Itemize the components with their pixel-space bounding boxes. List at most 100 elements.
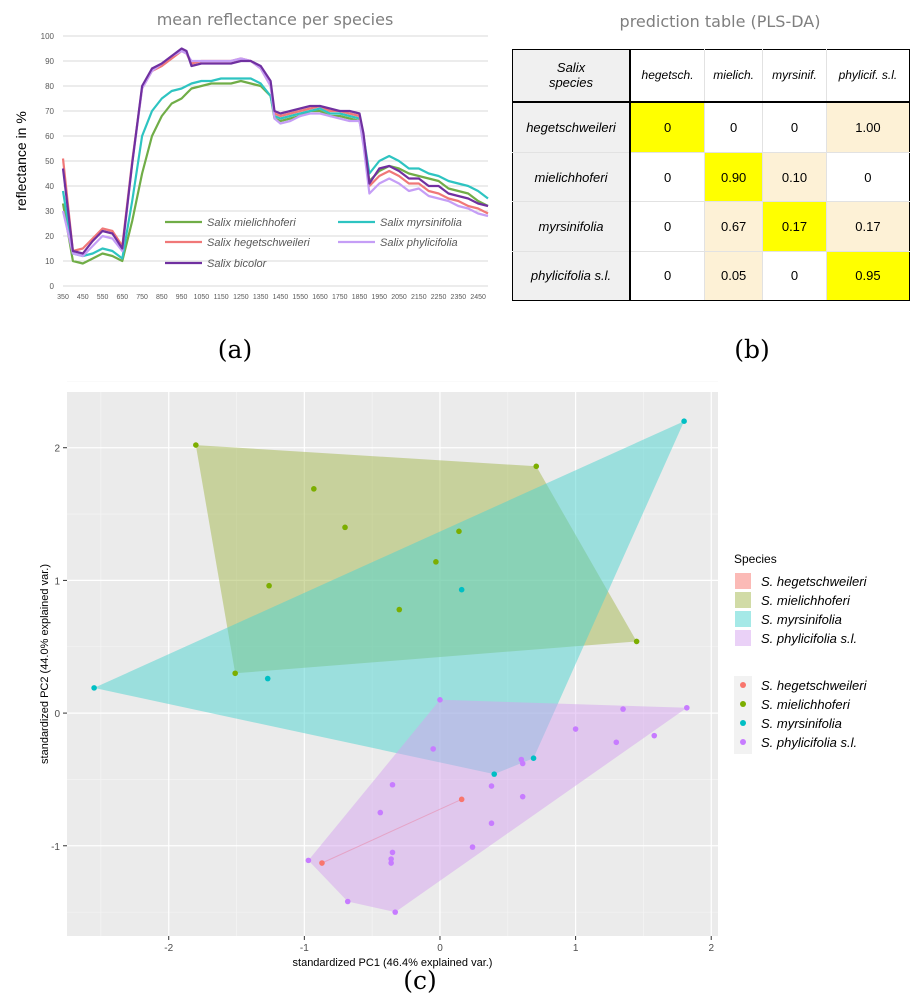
table-cell: 0 — [704, 101, 764, 153]
table-cell: 1.00 — [825, 101, 911, 153]
column-header: hegetsch. — [629, 49, 706, 103]
x-tick-label: 950 — [176, 294, 188, 301]
x-tick-label: 850 — [156, 294, 168, 301]
legend-label: Salix hegetschweileri — [207, 237, 310, 249]
reflectance-line-chart: 0 10 20 30 40 50 60 70 80 90 100 350 450 550 650 750 850… — [13, 32, 489, 301]
table-cell: 0.05 — [704, 250, 764, 302]
table-cell: 0.17 — [762, 201, 827, 252]
data-point — [266, 582, 272, 589]
y-tick-label: 50 — [45, 157, 54, 166]
y-tick-label: 10 — [45, 257, 54, 266]
data-point — [342, 524, 348, 531]
y-axis-label: standardized PC2 (44.0% explained var.) — [39, 564, 51, 764]
legend-label: S. myrsinifolia — [761, 716, 842, 731]
data-point — [488, 820, 495, 827]
data-point — [377, 809, 384, 816]
x-tick-label: 750 — [136, 294, 148, 301]
legend-label: S. myrsinifolia — [761, 612, 842, 627]
data-point — [620, 706, 626, 712]
y-tick-label: 1 — [54, 576, 60, 587]
data-point — [458, 586, 465, 593]
x-tick-label: 350 — [57, 294, 69, 301]
hull-polygon — [94, 421, 685, 775]
legend-fill-swatch — [735, 573, 751, 589]
x-tick-label: 1150 — [214, 294, 229, 301]
data-point — [491, 771, 498, 777]
y-axis-label: reflectance in % — [13, 111, 29, 211]
table-cell: 0.90 — [704, 151, 764, 203]
x-tick-label: 2050 — [391, 294, 407, 301]
data-point — [389, 849, 396, 856]
legend-label: S. phylicifolia s.l. — [761, 631, 857, 646]
table-cell: 0.67 — [704, 201, 764, 252]
table-cell: 0 — [762, 101, 827, 153]
legend-label: S. hegetschweileri — [761, 574, 868, 589]
x-tick-label: 2450 — [470, 294, 486, 301]
legend-point-swatch — [740, 739, 746, 745]
table-cell: 0 — [825, 151, 911, 203]
panel-label-b: (b) — [734, 335, 770, 364]
y-tick-label: 20 — [45, 232, 54, 241]
data-point — [651, 732, 658, 739]
corner-line2: species — [548, 75, 594, 91]
x-tick-label: 1850 — [352, 294, 368, 301]
legend-title: Species — [734, 552, 777, 566]
y-tick-label: 90 — [45, 57, 54, 66]
table-cell: 0.17 — [825, 201, 911, 252]
prediction-table: Salix species hegetsch. mielich. myrsini… — [512, 49, 911, 302]
data-point — [193, 442, 199, 448]
row-header: myrsinifolia — [512, 201, 631, 252]
data-point — [533, 463, 540, 470]
table-cell: 0 — [762, 250, 827, 302]
x-tick-label: 2350 — [451, 294, 467, 301]
data-point — [633, 638, 640, 645]
data-point — [319, 860, 325, 866]
data-point — [572, 726, 579, 732]
legend-label: Salix bicolor — [207, 258, 268, 270]
x-tick-label: 1250 — [233, 294, 249, 301]
table-cell: 0 — [629, 151, 706, 203]
legend-fill-swatch — [735, 592, 751, 608]
column-header: mielich. — [704, 49, 764, 103]
column-header: phylicif. s.l. — [825, 49, 911, 103]
x-tick-label: 2250 — [431, 294, 447, 301]
x-axis-label: standardized PC1 (46.4% explained var.) — [293, 957, 493, 969]
legend-fill-swatch — [735, 611, 751, 627]
x-tick-label: 1750 — [332, 294, 348, 301]
data-point — [437, 697, 443, 703]
panel-label-a: (a) — [217, 335, 253, 364]
y-tick-label: 40 — [45, 182, 54, 191]
data-point — [264, 675, 271, 682]
data-point — [433, 559, 439, 565]
data-point — [389, 781, 396, 788]
table-cell: 0 — [629, 250, 706, 302]
data-point — [392, 909, 399, 915]
table-cell: 0.10 — [762, 151, 827, 203]
legend-fill-swatch — [735, 630, 751, 646]
y-tick-label: 30 — [45, 207, 54, 216]
column-header: myrsinif. — [762, 49, 827, 103]
data-point — [681, 418, 687, 424]
row-header: hegetschweileri — [512, 101, 631, 153]
x-tick-label: 1550 — [292, 294, 308, 301]
data-point — [469, 844, 476, 850]
data-point — [311, 486, 317, 492]
corner-line1: Salix — [556, 60, 586, 76]
y-tick-label: 0 — [54, 709, 60, 720]
x-tick-label: 550 — [97, 294, 109, 301]
table-cell: 0 — [629, 201, 706, 252]
series-line — [61, 77, 489, 260]
data-point — [613, 739, 620, 746]
y-tick-label: 60 — [45, 132, 54, 141]
table-title: prediction table (PLS-DA) — [619, 12, 821, 31]
legend-label: Salix myrsinifolia — [380, 217, 462, 229]
data-point — [684, 704, 690, 711]
legend-point-swatch — [740, 720, 746, 726]
y-tick-label: 80 — [45, 82, 54, 91]
x-tick-label: -2 — [164, 943, 173, 954]
data-point — [519, 760, 526, 767]
data-point — [488, 783, 495, 789]
x-tick-label: 1650 — [312, 294, 328, 301]
legend-label: S. hegetschweileri — [761, 678, 868, 693]
table-cell: 0 — [629, 101, 706, 153]
